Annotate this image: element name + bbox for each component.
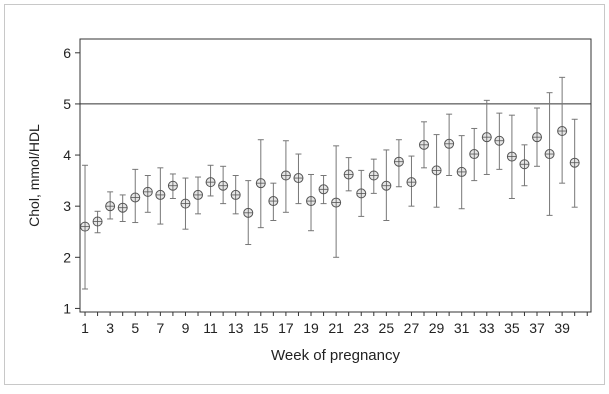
x-tick-label: 7 bbox=[156, 320, 164, 336]
y-tick-label: 2 bbox=[63, 249, 71, 265]
data-point-week-29 bbox=[431, 134, 442, 208]
data-point-week-24 bbox=[368, 158, 379, 194]
x-tick-label: 31 bbox=[454, 320, 470, 336]
x-tick-label: 9 bbox=[182, 320, 190, 336]
data-point-week-25 bbox=[381, 149, 392, 221]
y-tick-label: 4 bbox=[63, 147, 71, 163]
data-point-week-19 bbox=[306, 173, 317, 232]
x-tick-label: 5 bbox=[131, 320, 139, 336]
data-point-week-32 bbox=[469, 127, 480, 182]
data-point-week-21 bbox=[331, 145, 342, 258]
data-point-week-38 bbox=[544, 92, 555, 216]
x-tick-label: 27 bbox=[404, 320, 420, 336]
data-point-week-17 bbox=[280, 140, 291, 213]
data-point-week-37 bbox=[532, 107, 543, 167]
x-tick-label: 33 bbox=[479, 320, 495, 336]
data-point-week-34 bbox=[494, 112, 505, 170]
data-point-week-8 bbox=[167, 173, 178, 200]
x-tick-label: 19 bbox=[303, 320, 319, 336]
data-point-week-30 bbox=[444, 113, 455, 176]
y-tick-label: 1 bbox=[63, 300, 71, 316]
y-tick-label: 5 bbox=[63, 96, 71, 112]
x-tick-label: 3 bbox=[106, 320, 114, 336]
x-tick-label: 29 bbox=[429, 320, 445, 336]
x-tick-label: 37 bbox=[529, 320, 545, 336]
data-point-week-13 bbox=[230, 175, 241, 215]
data-point-week-18 bbox=[293, 153, 304, 205]
data-point-week-23 bbox=[356, 169, 367, 217]
data-point-week-10 bbox=[193, 176, 204, 215]
x-tick-label: 1 bbox=[81, 320, 89, 336]
data-point-week-15 bbox=[255, 139, 266, 229]
data-point-week-33 bbox=[481, 99, 492, 175]
data-point-week-22 bbox=[343, 157, 354, 192]
data-point-week-16 bbox=[268, 182, 279, 221]
data-point-week-11 bbox=[205, 164, 216, 197]
data-point-week-14 bbox=[243, 180, 254, 246]
data-point-week-9 bbox=[180, 177, 191, 230]
x-tick-label: 21 bbox=[328, 320, 344, 336]
data-point-week-5 bbox=[130, 168, 141, 224]
x-axis: 1 3 5 7 9 11 13 15 17 19 21 23 25 27 29 31 33 35 37 39 bbox=[81, 312, 588, 336]
data-point-week-7 bbox=[155, 167, 166, 225]
x-axis-label: Week of pregnancy bbox=[271, 347, 400, 364]
data-point-week-26 bbox=[393, 139, 404, 188]
data-series bbox=[80, 76, 580, 290]
plot-area bbox=[79, 38, 592, 313]
data-point-week-39 bbox=[557, 76, 568, 184]
data-point-week-2 bbox=[92, 210, 103, 234]
data-point-week-3 bbox=[105, 191, 116, 220]
x-tick-label: 39 bbox=[554, 320, 570, 336]
x-tick-label: 15 bbox=[253, 320, 269, 336]
data-point-week-28 bbox=[419, 121, 430, 169]
x-tick-label: 35 bbox=[504, 320, 520, 336]
y-axis: 1 2 3 4 5 6 bbox=[63, 45, 80, 316]
x-tick-label: 25 bbox=[379, 320, 395, 336]
y-tick-label: 6 bbox=[63, 45, 71, 61]
data-point-week-12 bbox=[218, 165, 229, 205]
data-point-week-36 bbox=[519, 144, 530, 187]
y-axis-label: Chol, mmol/HDL bbox=[26, 124, 42, 227]
data-point-week-6 bbox=[142, 175, 153, 213]
x-tick-label: 23 bbox=[353, 320, 369, 336]
data-point-week-31 bbox=[456, 135, 467, 210]
data-point-week-4 bbox=[117, 194, 128, 223]
data-point-week-1 bbox=[80, 164, 91, 290]
data-point-week-40 bbox=[569, 118, 580, 208]
data-point-week-27 bbox=[406, 155, 417, 207]
x-tick-label: 13 bbox=[228, 320, 244, 336]
y-tick-label: 3 bbox=[63, 198, 71, 214]
x-tick-label: 17 bbox=[278, 320, 294, 336]
data-point-week-35 bbox=[506, 114, 517, 200]
x-tick-label: 11 bbox=[203, 320, 218, 336]
data-point-week-20 bbox=[318, 175, 329, 205]
